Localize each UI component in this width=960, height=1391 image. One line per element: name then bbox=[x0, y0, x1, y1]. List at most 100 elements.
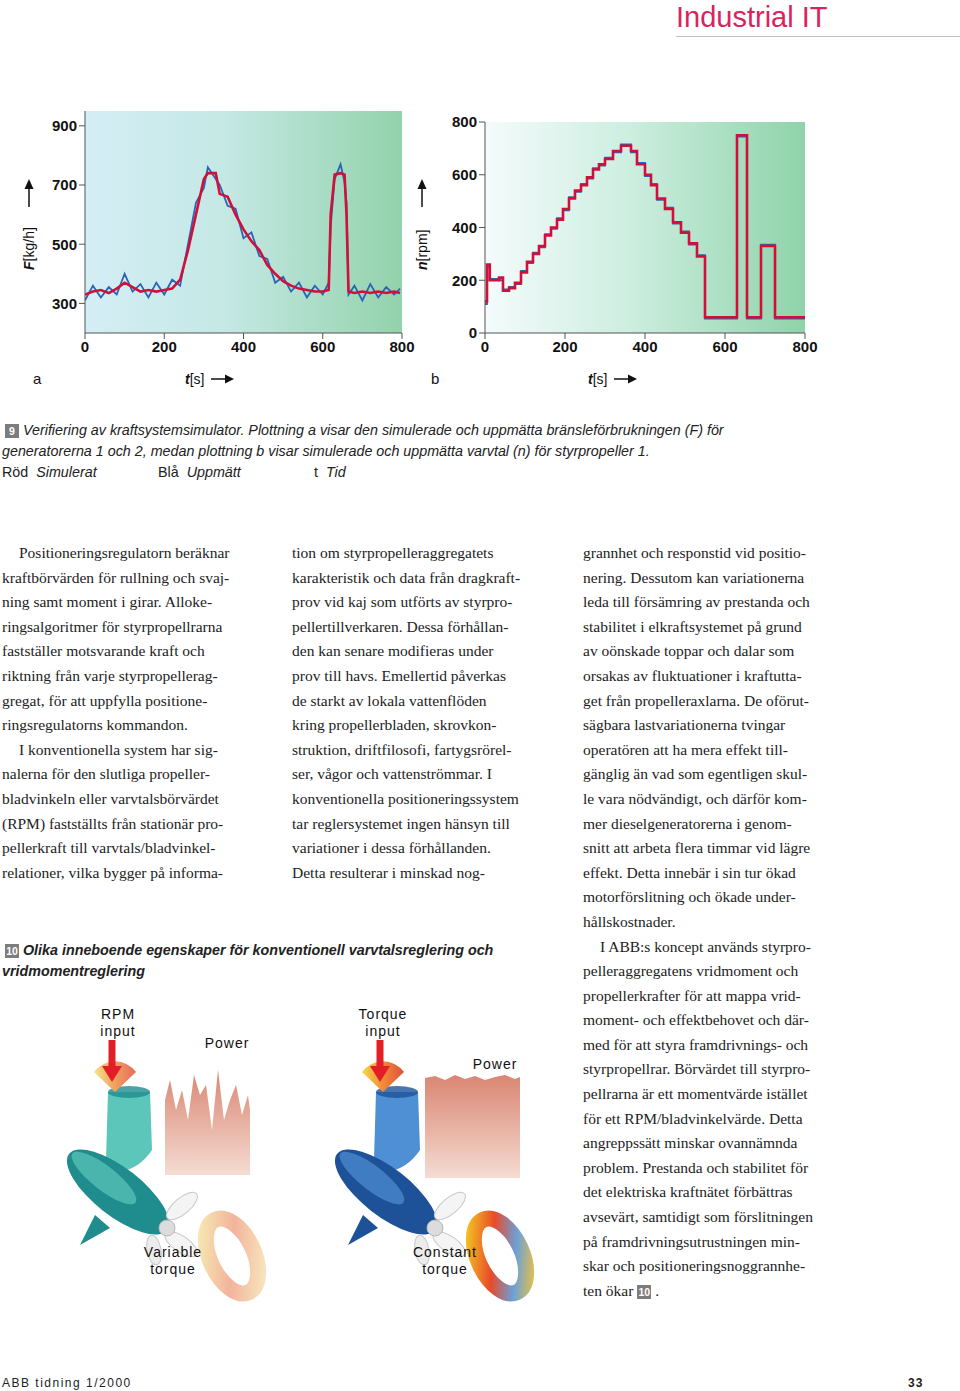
html-text:grannhet och responstid vid po: grannhet och responstid vid positio- bbox=[583, 544, 806, 561]
html-text:angreppssätt minskar ovannämnd: angreppssätt minskar ovannämnda bbox=[583, 1134, 798, 1152]
html-text:relationer, vilka bygger på in: relationer, vilka bygger på informa- bbox=[2, 863, 223, 881]
svg-text:500: 500 bbox=[52, 236, 77, 253]
html-text:ning samt moment i girar. Allo: ning samt moment i girar. Alloke- bbox=[2, 593, 213, 611]
svg-text:800: 800 bbox=[452, 113, 477, 130]
svg-text:800: 800 bbox=[792, 338, 817, 355]
html-text:Simulerat: Simulerat bbox=[36, 464, 97, 480]
html-text:get från propelleraxlarna. De: get från propelleraxlarna. De oförut- bbox=[583, 691, 809, 709]
html-text:sägbara lastvariationerna tvin: sägbara lastvariationerna tvingar bbox=[583, 716, 786, 734]
html-text:på framdrivningsutrustningen m: på framdrivningsutrustningen min- bbox=[583, 1232, 800, 1250]
html-text:fastställer motsvarande kraft: fastställer motsvarande kraft och bbox=[2, 642, 205, 660]
html-text:riktning från varje styrpropel: riktning från varje styrpropellerag- bbox=[2, 667, 218, 684]
html-text:le vara nödvändigt, och därför: le vara nödvändigt, och därför kom- bbox=[583, 789, 807, 807]
html-text:ser, vågor och vattenströmmar.: ser, vågor och vattenströmmar. I bbox=[292, 765, 492, 783]
html-text:problem. Prestanda och stabili: problem. Prestanda och stabilitet för bbox=[583, 1158, 809, 1176]
svg-text:400: 400 bbox=[632, 338, 657, 355]
html-text:Röd: Röd bbox=[2, 464, 29, 480]
html-text:de starkt av lokala vattenflöd: de starkt av lokala vattenflöden bbox=[292, 691, 487, 709]
html-text:Tid: Tid bbox=[326, 464, 346, 480]
html-text:Verifiering av kraftsystemsimu: Verifiering av kraftsystemsimulator. Plo… bbox=[23, 422, 724, 438]
html-text:gregat, för att uppfylla posit: gregat, för att uppfylla positione- bbox=[2, 691, 208, 709]
svg-text:700: 700 bbox=[52, 176, 77, 193]
svg-text:RPM: RPM bbox=[101, 1006, 135, 1022]
html-text:variationer i dessa förhålland: variationer i dessa förhållanden. bbox=[292, 839, 491, 857]
html-text:ringsregulatorns kommandon.: ringsregulatorns kommandon. bbox=[2, 716, 188, 734]
html-text:ten ökar10 .: ten ökar10 . bbox=[583, 1281, 660, 1299]
html-text:nalerna för den slutliga prope: nalerna för den slutliga propeller- bbox=[2, 765, 210, 783]
html-text:Blå: Blå bbox=[158, 464, 179, 480]
html-text:Industrial IT: Industrial IT bbox=[676, 1, 828, 33]
html-text:motorförslitning och ökade und: motorförslitning och ökade under- bbox=[583, 888, 796, 906]
html-text:Uppmätt: Uppmätt bbox=[186, 464, 241, 480]
html-text:konventionella positioneringss: konventionella positioneringssystem bbox=[292, 789, 519, 807]
html-text:mer dieselgeneratorerna i geno: mer dieselgeneratorerna i genom- bbox=[583, 814, 792, 832]
svg-text:400: 400 bbox=[452, 219, 477, 236]
html-text:kraftbörvärden för rullning oc: kraftbörvärden för rullning och svaj- bbox=[2, 568, 230, 586]
html-text:pellertillverkaren. Dessa förh: pellertillverkaren. Dessa förhållan- bbox=[292, 617, 509, 635]
svg-text:300: 300 bbox=[52, 295, 77, 312]
html-text:prov till havs. Emellertid påv: prov till havs. Emellertid påverkas bbox=[292, 667, 506, 684]
svg-text:400: 400 bbox=[231, 338, 256, 355]
html-text:Positioneringsregulatorn beräk: Positioneringsregulatorn beräknar bbox=[19, 544, 230, 561]
html-text:bladvinkeln eller varvtalsbörv: bladvinkeln eller varvtalsbörvärdet bbox=[2, 789, 219, 807]
svg-text:Power: Power bbox=[473, 1056, 518, 1072]
html-text:snitt att arbeta flera timmar: snitt att arbeta flera timmar vid lägre bbox=[583, 839, 811, 857]
html-text:karakteristik och data från dr: karakteristik och data från dragkraft- bbox=[292, 568, 521, 586]
svg-text:n[rpm]: n[rpm] bbox=[414, 230, 430, 270]
svg-text:600: 600 bbox=[712, 338, 737, 355]
svg-text:0: 0 bbox=[481, 338, 489, 355]
html-text:pellrarna är ett momentvärde i: pellrarna är ett momentvärde istället bbox=[583, 1085, 808, 1103]
html-text:den kan senare modifieras unde: den kan senare modifieras under bbox=[292, 642, 494, 660]
svg-text:F[kg/h]: F[kg/h] bbox=[21, 227, 37, 270]
html-text:hållskostnader.: hållskostnader. bbox=[583, 912, 676, 930]
html-text:effekt. Detta innebär i sin tu: effekt. Detta innebär i sin tur ökad bbox=[583, 863, 796, 881]
html-text:det elektriska kraftnätet förb: det elektriska kraftnätet förbättras bbox=[583, 1183, 793, 1201]
svg-text:Power: Power bbox=[205, 1035, 250, 1051]
svg-text:0: 0 bbox=[469, 324, 477, 341]
html-text:pellerkraft till varvtals/blad: pellerkraft till varvtals/bladvinkel- bbox=[2, 839, 216, 857]
html-text:kring propellerbladen, skrovko: kring propellerbladen, skrovkon- bbox=[292, 716, 497, 734]
svg-text:Torque: Torque bbox=[359, 1006, 408, 1022]
html-text:leda till försämring av presta: leda till försämring av prestanda och bbox=[583, 593, 810, 611]
html-text:propellerkrafter för att mappa: propellerkrafter för att mappa vrid- bbox=[583, 986, 801, 1004]
html-text:t [s]: t [s] bbox=[588, 371, 608, 387]
svg-text:600: 600 bbox=[310, 338, 335, 355]
svg-text:600: 600 bbox=[452, 166, 477, 183]
html-text:tar reglersystemet ingen hänsy: tar reglersystemet ingen hänsyn till bbox=[292, 814, 510, 832]
html-text:I konventionella system har si: I konventionella system har sig- bbox=[19, 740, 218, 758]
html-text:t [s]: t [s] bbox=[185, 371, 205, 387]
html-text:prov vid kaj som utförts av st: prov vid kaj som utförts av styrpro- bbox=[292, 593, 513, 611]
svg-text:torque: torque bbox=[150, 1261, 196, 1277]
html-text:pelleraggregatens vridmoment o: pelleraggregatens vridmoment och bbox=[583, 962, 799, 980]
html-text:tion om styrpropelleraggregate: tion om styrpropelleraggregatets bbox=[292, 544, 494, 561]
svg-text:200: 200 bbox=[152, 338, 177, 355]
html-text:avsevärt, samtidigt som försli: avsevärt, samtidigt som förslitningen bbox=[583, 1208, 813, 1225]
svg-text:torque: torque bbox=[422, 1261, 468, 1277]
svg-text:input: input bbox=[365, 1023, 400, 1039]
svg-text:Constant: Constant bbox=[413, 1244, 477, 1260]
svg-text:Variable: Variable bbox=[144, 1244, 202, 1260]
html-text:struktion, driftfilosofi, fart: struktion, driftfilosofi, fartygsrörel- bbox=[292, 740, 512, 758]
html-text:stabilitet i elkraftsystemet p: stabilitet i elkraftsystemet på grund bbox=[583, 617, 802, 635]
svg-text:900: 900 bbox=[52, 117, 77, 134]
html-text:för ett RPM/bladvinkelvärde. D: för ett RPM/bladvinkelvärde. Detta bbox=[583, 1109, 803, 1127]
html-text:ringsalgoritmer för styrpropel: ringsalgoritmer för styrpropellrarna bbox=[2, 617, 223, 635]
html-text:gänglig än vad som egentligen: gänglig än vad som egentligen skul- bbox=[583, 765, 808, 783]
svg-text:200: 200 bbox=[452, 272, 477, 289]
html-text:generatorerna 1 och 2, medan p: generatorerna 1 och 2, medan plottning b… bbox=[2, 443, 650, 459]
html-text:styrpropellrar. Börvärdet till: styrpropellrar. Börvärdet till styrpro- bbox=[583, 1060, 811, 1078]
svg-text:0: 0 bbox=[81, 338, 89, 355]
html-text:nering. Dessutom kan variation: nering. Dessutom kan variationerna bbox=[583, 568, 805, 586]
html-text:I ABB:s koncept används styrpr: I ABB:s koncept används styrpro- bbox=[600, 937, 811, 955]
svg-text:200: 200 bbox=[552, 338, 577, 355]
html-text:av oönskade toppar och dalar s: av oönskade toppar och dalar som bbox=[583, 642, 795, 660]
svg-text:800: 800 bbox=[389, 338, 414, 355]
html-text:moment- och effektbehovet och: moment- och effektbehovet och där- bbox=[583, 1011, 809, 1029]
html-text:skar och positioneringsnoggran: skar och positioneringsnoggrannhe- bbox=[583, 1257, 806, 1275]
html-text:med för att styra framdrivning: med för att styra framdrivnings- och bbox=[583, 1035, 809, 1053]
html-text:orsakas av fluktuationer i kra: orsakas av fluktuationer i kraftutta- bbox=[583, 667, 802, 684]
html-text:operatören att ha mera effekt: operatören att ha mera effekt till- bbox=[583, 740, 788, 758]
svg-text:input: input bbox=[100, 1023, 135, 1039]
html-text:Detta resulterar i minskad nog: Detta resulterar i minskad nog- bbox=[292, 863, 485, 881]
html-text:(RPM) fastställts från station: (RPM) fastställts från stationär pro- bbox=[2, 814, 224, 832]
